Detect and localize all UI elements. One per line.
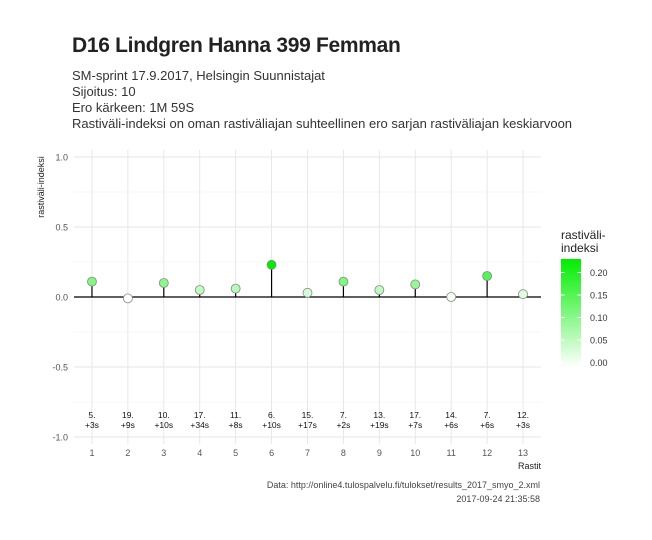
legend-tick-label: 0.15: [590, 291, 608, 301]
point-label-rank: 19.: [122, 410, 134, 420]
legend-colorbar: [561, 259, 581, 367]
y-tick-label: 0.5: [55, 223, 68, 233]
data-point: [302, 287, 313, 298]
point-label-rank: 10.: [158, 410, 170, 420]
legend-tick-label: 0.00: [590, 358, 608, 368]
point-label-rank: 13.: [373, 410, 385, 420]
legend-tick-label: 0.20: [590, 268, 608, 278]
x-tick-label: 5: [233, 448, 238, 458]
data-point: [230, 283, 241, 294]
x-tick-label: 8: [341, 448, 346, 458]
point-label-diff: +3s: [85, 420, 99, 430]
x-tick-label: 12: [482, 448, 492, 458]
data-point: [194, 285, 205, 295]
subtitle-line: Rastiväli-indeksi on oman rastiväliajan …: [72, 116, 573, 131]
x-tick-label: 6: [269, 448, 274, 458]
legend-title: indeksi: [561, 241, 598, 255]
point-label-rank: 11.: [230, 410, 241, 420]
point-label-rank: 12.: [517, 410, 529, 420]
timestamp-caption: 2017-09-24 21:35:58: [456, 494, 540, 504]
point-label-rank: 7.: [340, 410, 347, 420]
point-label-diff: +34s: [190, 420, 209, 430]
x-tick-label: 4: [197, 448, 202, 458]
x-axis-label: Rastit: [518, 461, 542, 471]
legend-tick-label: 0.05: [590, 336, 608, 346]
data-point: [266, 259, 277, 270]
point-label-diff: +3s: [516, 420, 530, 430]
point-label-diff: +6s: [444, 420, 458, 430]
legend-tick-label: 0.10: [590, 313, 608, 323]
point-label-diff: +2s: [336, 420, 350, 430]
point-label-rank: 14.: [445, 410, 457, 420]
x-tick-label: 2: [125, 448, 130, 458]
data-point: [158, 278, 169, 288]
point-label-rank: 15.: [302, 410, 314, 420]
data-point: [482, 271, 493, 281]
point-label-rank: 7.: [484, 410, 491, 420]
subtitle-line: SM-sprint 17.9.2017, Helsingin Suunnista…: [72, 68, 325, 83]
data-point: [87, 276, 97, 287]
data-point: [374, 285, 385, 295]
point-label-diff: +7s: [408, 420, 422, 430]
point-label-diff: +10s: [154, 420, 173, 430]
chart-title: D16 Lindgren Hanna 399 Femman: [72, 34, 401, 57]
point-label-rank: 6.: [268, 410, 275, 420]
point-label-rank: 17.: [194, 410, 206, 420]
legend-title: rastiväli-: [561, 228, 606, 242]
x-tick-label: 3: [161, 448, 166, 458]
point-label-rank: 5.: [88, 410, 95, 420]
x-tick-label: 11: [447, 448, 456, 458]
data-point: [410, 279, 421, 290]
point-label-diff: +17s: [298, 420, 317, 430]
y-tick-label: 0.0: [55, 293, 68, 303]
point-label-diff: +9s: [121, 420, 135, 430]
data-point: [122, 293, 133, 304]
data-point: [446, 292, 457, 302]
data-point: [518, 289, 528, 300]
y-axis-label: rastiväli-indeksi: [36, 156, 46, 218]
data-source-caption: Data: http://online4.tulospalvelu.fi/tul…: [266, 480, 540, 490]
point-label-diff: +8s: [229, 420, 243, 430]
x-tick-label: 10: [410, 448, 420, 458]
subtitle-line: Ero kärkeen: 1M 59S: [72, 100, 195, 115]
data-point: [338, 276, 349, 287]
x-tick-label: 9: [377, 448, 382, 458]
point-label-diff: +19s: [370, 420, 389, 430]
y-tick-label: -0.5: [52, 363, 68, 373]
point-label-diff: +10s: [262, 420, 281, 430]
point-label-rank: 17.: [409, 410, 421, 420]
x-tick-label: 7: [305, 448, 310, 458]
subtitle-line: Sijoitus: 10: [72, 84, 136, 99]
point-label-diff: +6s: [480, 420, 494, 430]
x-tick-label: 1: [89, 448, 94, 458]
x-tick-label: 13: [518, 448, 528, 458]
y-tick-label: 1.0: [55, 153, 68, 163]
y-tick-label: -1.0: [52, 433, 68, 443]
